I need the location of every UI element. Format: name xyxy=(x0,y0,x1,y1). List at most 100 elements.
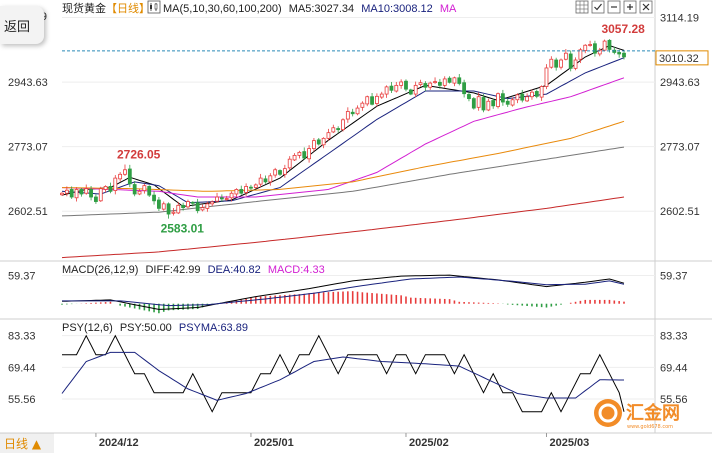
minimize-icon[interactable] xyxy=(607,0,621,14)
candle xyxy=(205,201,210,212)
ma10-value: MA10:3008.12 xyxy=(361,3,433,15)
candle xyxy=(496,92,500,109)
candle xyxy=(525,93,530,103)
candle xyxy=(467,92,471,102)
candle xyxy=(98,186,103,202)
psy-tick-2-right: 55.56 xyxy=(660,394,688,406)
price-tick-0-right: 3114.19 xyxy=(660,13,699,25)
candle xyxy=(350,108,355,117)
candle xyxy=(408,88,413,96)
period-selector[interactable]: 日线 ▲ xyxy=(0,433,54,453)
psy-tick-2-left: 55.56 xyxy=(8,394,36,406)
candle xyxy=(215,192,219,203)
candle xyxy=(118,172,123,182)
candle xyxy=(442,76,447,88)
last-price-box xyxy=(655,50,709,66)
candle xyxy=(573,57,578,71)
candle xyxy=(486,98,491,112)
macd-dea-line xyxy=(62,276,625,307)
ma-line-ma200 xyxy=(61,196,625,259)
candle xyxy=(166,202,171,219)
candle xyxy=(510,97,515,107)
candle xyxy=(583,44,588,54)
candle xyxy=(544,64,549,90)
x-axis-ticks: 2024/12 2025/01 2025/02 2025/03 xyxy=(95,433,589,449)
candle xyxy=(195,198,200,214)
maximize-icon[interactable] xyxy=(623,0,637,14)
x-tick-label-1: 2025/01 xyxy=(254,437,294,449)
ma-more-label: MA xyxy=(440,3,457,15)
candle xyxy=(307,145,311,163)
macd-macd-value: MACD:4.33 xyxy=(268,264,325,276)
candle xyxy=(428,81,433,90)
psy-value: PSY:50.00 xyxy=(120,322,172,334)
psy-params-label: PSY(12,6) xyxy=(62,322,113,334)
grid-icon[interactable] xyxy=(575,0,589,14)
candle xyxy=(563,49,568,61)
candle xyxy=(152,191,156,205)
candle xyxy=(326,128,331,141)
candle xyxy=(147,185,152,198)
price-tick-3-left: 2602.51 xyxy=(8,206,48,218)
price-tick-1-right: 2943.63 xyxy=(660,77,700,89)
candle xyxy=(94,194,98,204)
candle xyxy=(559,58,563,70)
candle xyxy=(413,81,418,98)
candle xyxy=(244,183,249,196)
candle xyxy=(399,79,404,89)
candle xyxy=(161,201,166,211)
candle xyxy=(505,98,510,107)
candle xyxy=(103,185,108,193)
last-price-label: 3010.32 xyxy=(659,53,699,65)
candle xyxy=(171,207,176,216)
candle xyxy=(273,167,278,178)
psy-panel xyxy=(61,334,625,413)
candle xyxy=(423,81,428,92)
price-tick-2-right: 2773.07 xyxy=(660,142,700,154)
logo-text: 汇金网 xyxy=(626,402,680,424)
ma-line-ma60 xyxy=(62,120,625,192)
y-axis-ticks: 3114.193114.192943.632943.632773.072773.… xyxy=(8,11,700,406)
candle xyxy=(549,56,554,69)
close-icon[interactable] xyxy=(639,0,653,14)
candle xyxy=(331,124,336,134)
candlestick-icon[interactable] xyxy=(147,0,161,14)
candle xyxy=(471,97,476,110)
logo-url: www.gold678.com xyxy=(627,424,673,430)
candle xyxy=(355,105,360,116)
candle xyxy=(278,169,282,176)
price-tick-3-right: 2602.51 xyxy=(660,206,700,218)
price-tick-1-left: 2943.63 xyxy=(8,77,48,89)
candle xyxy=(588,40,592,47)
candle xyxy=(597,47,602,57)
candle xyxy=(64,186,69,197)
candle xyxy=(108,182,113,194)
candle xyxy=(394,81,399,93)
candle xyxy=(520,89,525,103)
psyma-value: PSYMA:63.89 xyxy=(179,322,248,334)
candle xyxy=(142,183,147,194)
candle xyxy=(74,187,79,202)
candle xyxy=(249,184,253,190)
candle xyxy=(89,186,93,201)
candle xyxy=(321,137,326,149)
candle xyxy=(302,147,307,160)
candle xyxy=(360,101,365,111)
ma-params-label: MA(5,10,30,60,100,200) xyxy=(163,3,282,15)
candle xyxy=(384,85,389,98)
candle xyxy=(268,173,273,186)
candle xyxy=(515,93,520,104)
candle xyxy=(452,76,457,87)
psy-line xyxy=(62,334,625,413)
back-button[interactable]: 返回 xyxy=(0,6,44,44)
candle xyxy=(282,164,287,178)
candle xyxy=(568,50,573,72)
candle xyxy=(433,77,437,84)
candle xyxy=(263,175,268,184)
grid-lines xyxy=(62,17,655,400)
candle xyxy=(370,92,374,106)
psy-tick-1-right: 69.44 xyxy=(660,362,688,374)
checkbox-icon[interactable] xyxy=(591,0,605,14)
candle xyxy=(224,195,229,201)
candle xyxy=(258,173,263,188)
